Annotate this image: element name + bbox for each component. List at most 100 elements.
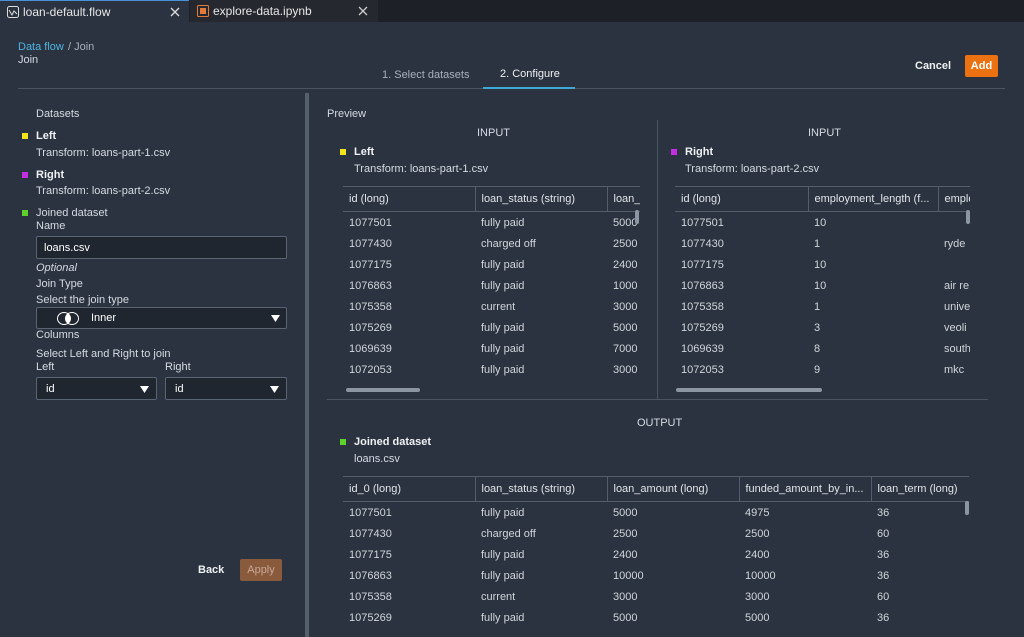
data-table: id_0 (long) loan_status (string) loan_amou…	[343, 476, 969, 628]
table-cell: 3	[814, 321, 821, 334]
table-cell: mkc	[944, 363, 965, 376]
step-indicator	[483, 87, 575, 89]
column-header: employment_length (f...	[807, 186, 938, 212]
tab[interactable]: loan-default.flow	[0, 0, 189, 22]
tab[interactable]: explore-data.ipynb	[190, 0, 378, 22]
scrollbar	[966, 210, 970, 224]
table-cell: fully paid	[481, 321, 525, 334]
table-cell: 1072053	[681, 363, 724, 376]
table-cell: 10	[814, 258, 827, 271]
table-cell: 36	[877, 611, 890, 624]
table-row: 1077175 10	[675, 254, 970, 275]
left-swatch	[22, 133, 28, 139]
dataset-label: Left	[36, 130, 57, 142]
table-cell: 1077501	[349, 216, 392, 229]
divider	[327, 399, 988, 400]
dataset-transform: Transform: loans-part-1.csv	[354, 163, 489, 175]
step[interactable]: 1. Select datasets	[382, 69, 470, 81]
left-column-select[interactable]: id	[36, 377, 157, 400]
input-value: loans.csv	[44, 242, 90, 254]
scrollbar	[635, 210, 639, 224]
joined-swatch	[340, 439, 346, 445]
table-cell: 7000	[613, 342, 638, 355]
select-value: id	[46, 383, 55, 395]
table-row: 1077430 1 ryde	[675, 233, 970, 254]
table-cell: 1076863	[681, 279, 724, 292]
table-cell: 5000	[613, 611, 638, 624]
dataset-label: Joined dataset	[36, 207, 108, 219]
table-cell: 1077175	[681, 258, 724, 271]
section-heading: Preview	[327, 108, 367, 120]
table-cell: 1077175	[349, 548, 392, 561]
table-row: 1069639 fully paid 7000	[343, 338, 640, 359]
field-label: Left	[36, 361, 55, 373]
table-row: 1075358 current 3000 3000 60	[343, 586, 969, 607]
table-cell: 1077501	[681, 216, 724, 229]
table-cell: 2400	[613, 258, 638, 271]
table-cell: 60	[877, 527, 890, 540]
scrollbar	[346, 388, 420, 392]
breadcrumb-link[interactable]: Data flow	[18, 41, 64, 53]
field-label: Name	[36, 220, 66, 232]
table-cell: veoli	[944, 321, 967, 334]
header-row: id (long) loan_status (string) loan_	[343, 186, 640, 212]
apply-button[interactable]: Apply	[240, 559, 282, 581]
join-type-select[interactable]: Inner	[36, 307, 287, 329]
table-cell: 1	[814, 237, 821, 250]
table-cell: fully paid	[481, 216, 525, 229]
table-cell	[938, 254, 970, 275]
table-cell: 5000	[745, 611, 770, 624]
table-cell: 1077430	[349, 527, 392, 540]
column-header: id_0 (long)	[343, 476, 475, 502]
table-cell: 3000	[745, 590, 770, 603]
column-header: loan_status (string)	[474, 476, 607, 502]
table-cell: 1077430	[349, 237, 392, 250]
caret	[271, 315, 280, 322]
cancel-button[interactable]: Cancel	[915, 60, 952, 72]
table-cell: current	[481, 300, 516, 313]
header-row: id (long)employment_length (f...emplo	[675, 186, 970, 212]
table-cell: charged off	[481, 527, 536, 540]
table-cell: 1075358	[349, 590, 392, 603]
close-icon[interactable]	[358, 6, 368, 16]
close-icon[interactable]	[170, 7, 180, 17]
table-cell: 2500	[613, 527, 638, 540]
table-row: 1075269 fully paid 5000	[343, 317, 640, 338]
add-button[interactable]: Add	[965, 55, 998, 77]
table-row: 1076863 fully paid 10000 10000 36	[343, 565, 969, 586]
table-cell: 1075269	[349, 321, 392, 334]
dataset-transform: Transform: loans-part-1.csv	[36, 147, 171, 159]
step-active[interactable]: 2. Configure	[500, 68, 560, 80]
table-cell: 8	[814, 342, 821, 355]
table-cell: 1075269	[349, 611, 392, 624]
table-cell: fully paid	[481, 611, 525, 624]
name-input[interactable]: loans.csv	[36, 236, 287, 259]
table-cell: 1069639	[681, 342, 724, 355]
tab-icon	[7, 6, 19, 18]
right-column-select[interactable]: id	[165, 377, 287, 400]
table-row: 1072053 fully paid 3000	[343, 359, 640, 380]
back-button[interactable]: Back	[198, 564, 225, 576]
field-label: Columns	[36, 329, 80, 341]
table-cell: 1075269	[681, 321, 724, 334]
header-row: id_0 (long) loan_status (string) loan_amou…	[343, 476, 969, 502]
left-table: id (long) loan_status (string) loan_ 107750…	[343, 186, 640, 391]
data-table: id (long)employment_length (f...emplo 107…	[675, 186, 970, 380]
table-cell: 36	[877, 548, 890, 561]
table-row: 1075358 current 3000	[343, 296, 640, 317]
table-cell: 1075358	[681, 300, 724, 313]
optional-label: Optional	[36, 262, 77, 274]
breadcrumb-current: / Join	[68, 41, 95, 53]
table-row: 1076863 fully paid 1000	[343, 275, 640, 296]
table-cell: 1000	[613, 279, 638, 292]
table-row: 1077430 charged off 2500 2500 60	[343, 523, 969, 544]
column-header: id (long)	[343, 186, 475, 212]
table-row: 1077175 fully paid 2400	[343, 254, 640, 275]
table-cell: fully paid	[481, 279, 525, 292]
page-title: Join	[18, 54, 39, 66]
table-cell: south	[944, 342, 970, 355]
column-header: emplo	[937, 186, 970, 212]
table-cell: 10000	[745, 569, 776, 582]
dataset-label: Left	[354, 146, 375, 158]
table-row: 1076863 10 air re	[675, 275, 970, 296]
